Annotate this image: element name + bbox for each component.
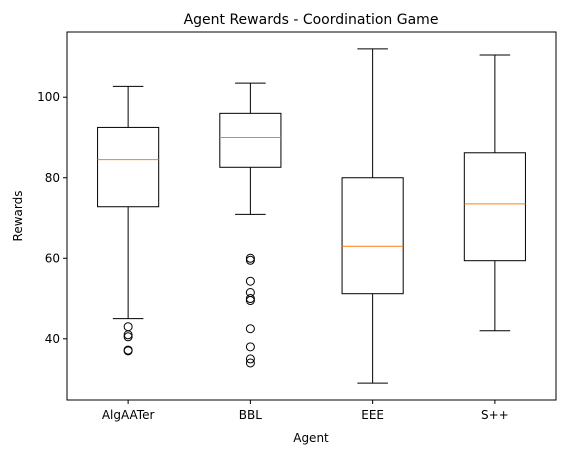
outlier-point	[245, 358, 255, 368]
x-axis-label: Agent	[293, 431, 329, 445]
box-iqr	[219, 112, 282, 168]
outlier-point	[123, 330, 133, 340]
outlier-point	[245, 354, 255, 364]
y-tick-label: 60	[45, 251, 60, 265]
chart-title: Agent Rewards - Coordination Game	[184, 12, 439, 28]
x-tick-label: EEE	[361, 408, 384, 422]
outlier-point	[245, 294, 255, 304]
box-iqr	[97, 126, 160, 208]
y-tick-label: 100	[37, 90, 60, 104]
x-tick-label: S++	[481, 408, 509, 422]
outlier-point	[245, 342, 255, 352]
plot-area: 40 60 80 100 AlgAATer BBL EEE S++	[37, 31, 557, 422]
y-axis-label: Rewards	[11, 191, 25, 242]
outlier-point	[123, 322, 133, 332]
outlier-point	[123, 346, 133, 356]
y-tick-label: 40	[45, 332, 60, 346]
x-tick-label: BBL	[239, 408, 262, 422]
outlier-point	[245, 296, 255, 306]
outlier-point	[245, 276, 255, 286]
outlier-point	[245, 253, 255, 263]
x-tick-label: AlgAATer	[102, 408, 155, 422]
outlier-point	[245, 324, 255, 334]
axes-frame	[66, 31, 557, 401]
outlier-point	[245, 255, 255, 265]
box-iqr	[341, 177, 404, 295]
y-tick-label: 80	[45, 171, 60, 185]
outlier-point	[123, 332, 133, 342]
box-iqr	[463, 152, 526, 262]
